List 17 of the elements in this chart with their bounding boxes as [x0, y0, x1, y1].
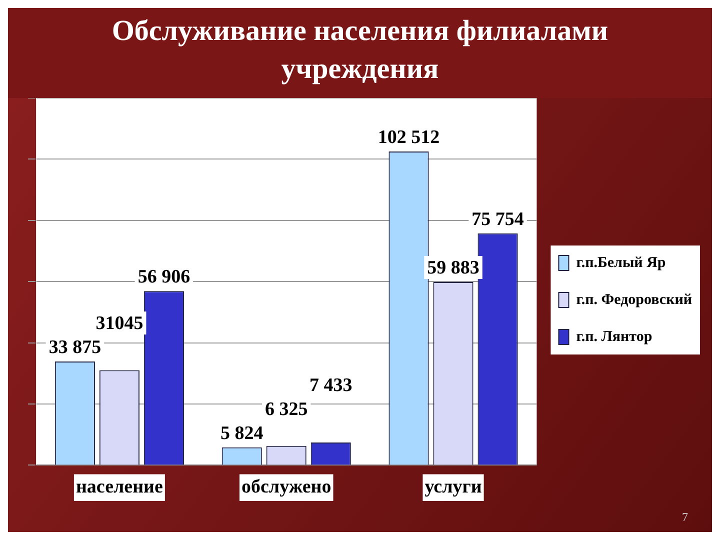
text: 7	[682, 510, 688, 524]
data-label: 31045	[96, 312, 144, 334]
data-label: 59 883	[427, 257, 480, 278]
legend-label: г.п.Белый Яр	[576, 254, 666, 271]
data-label: 56 906	[138, 266, 190, 288]
chart-title: Обслуживание населения филиалами учреждения	[110, 14, 610, 87]
legend-label: г.п. Федоровский	[576, 292, 692, 308]
data-label: 7 433	[309, 374, 352, 396]
data-label: 33 875	[48, 336, 102, 358]
x-tick-label: население	[76, 476, 163, 498]
data-label: 5 824	[220, 422, 264, 444]
data-label: 6 325	[264, 398, 308, 420]
x-tick-label: обслужено	[241, 476, 332, 498]
data-label: 75 754	[472, 208, 524, 230]
x-tick-label: услуги	[424, 476, 482, 498]
legend-label: г.п. Лянтор	[576, 328, 652, 345]
data-label: 102 512	[378, 126, 440, 148]
